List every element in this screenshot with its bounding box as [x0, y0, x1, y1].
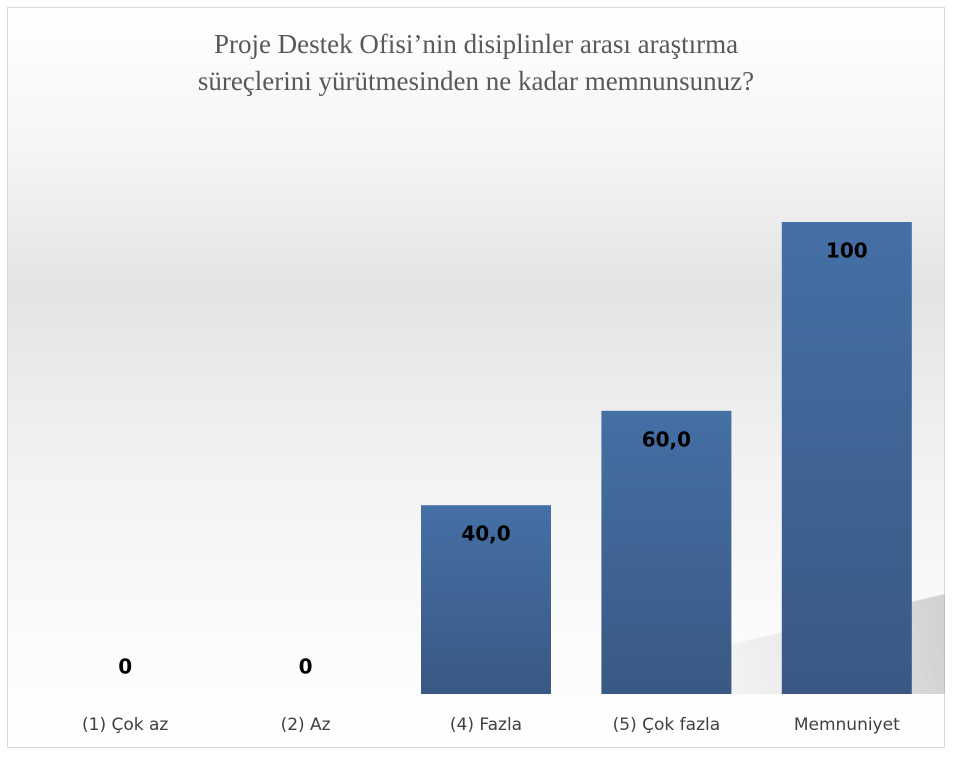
value-label: 40,0	[461, 522, 510, 546]
chart-title: süreçlerini yürütmesinden ne kadar memnu…	[198, 66, 754, 96]
value-label: 0	[299, 655, 313, 679]
value-label: 0	[118, 655, 132, 679]
bar	[421, 505, 551, 694]
x-tick-label: (1) Çok az	[82, 715, 168, 735]
x-tick-label: Memnuniyet	[794, 715, 900, 735]
bar	[601, 410, 732, 694]
x-tick-label: (2) Az	[281, 715, 331, 735]
x-tick-label: (5) Çok fazla	[613, 715, 720, 735]
value-label: 100	[826, 239, 868, 263]
x-tick-label: (4) Fazla	[450, 715, 522, 735]
chart-title: Proje Destek Ofisi’nin disiplinler arası…	[214, 29, 738, 59]
value-label: 60,0	[642, 427, 691, 451]
bar	[781, 222, 912, 694]
